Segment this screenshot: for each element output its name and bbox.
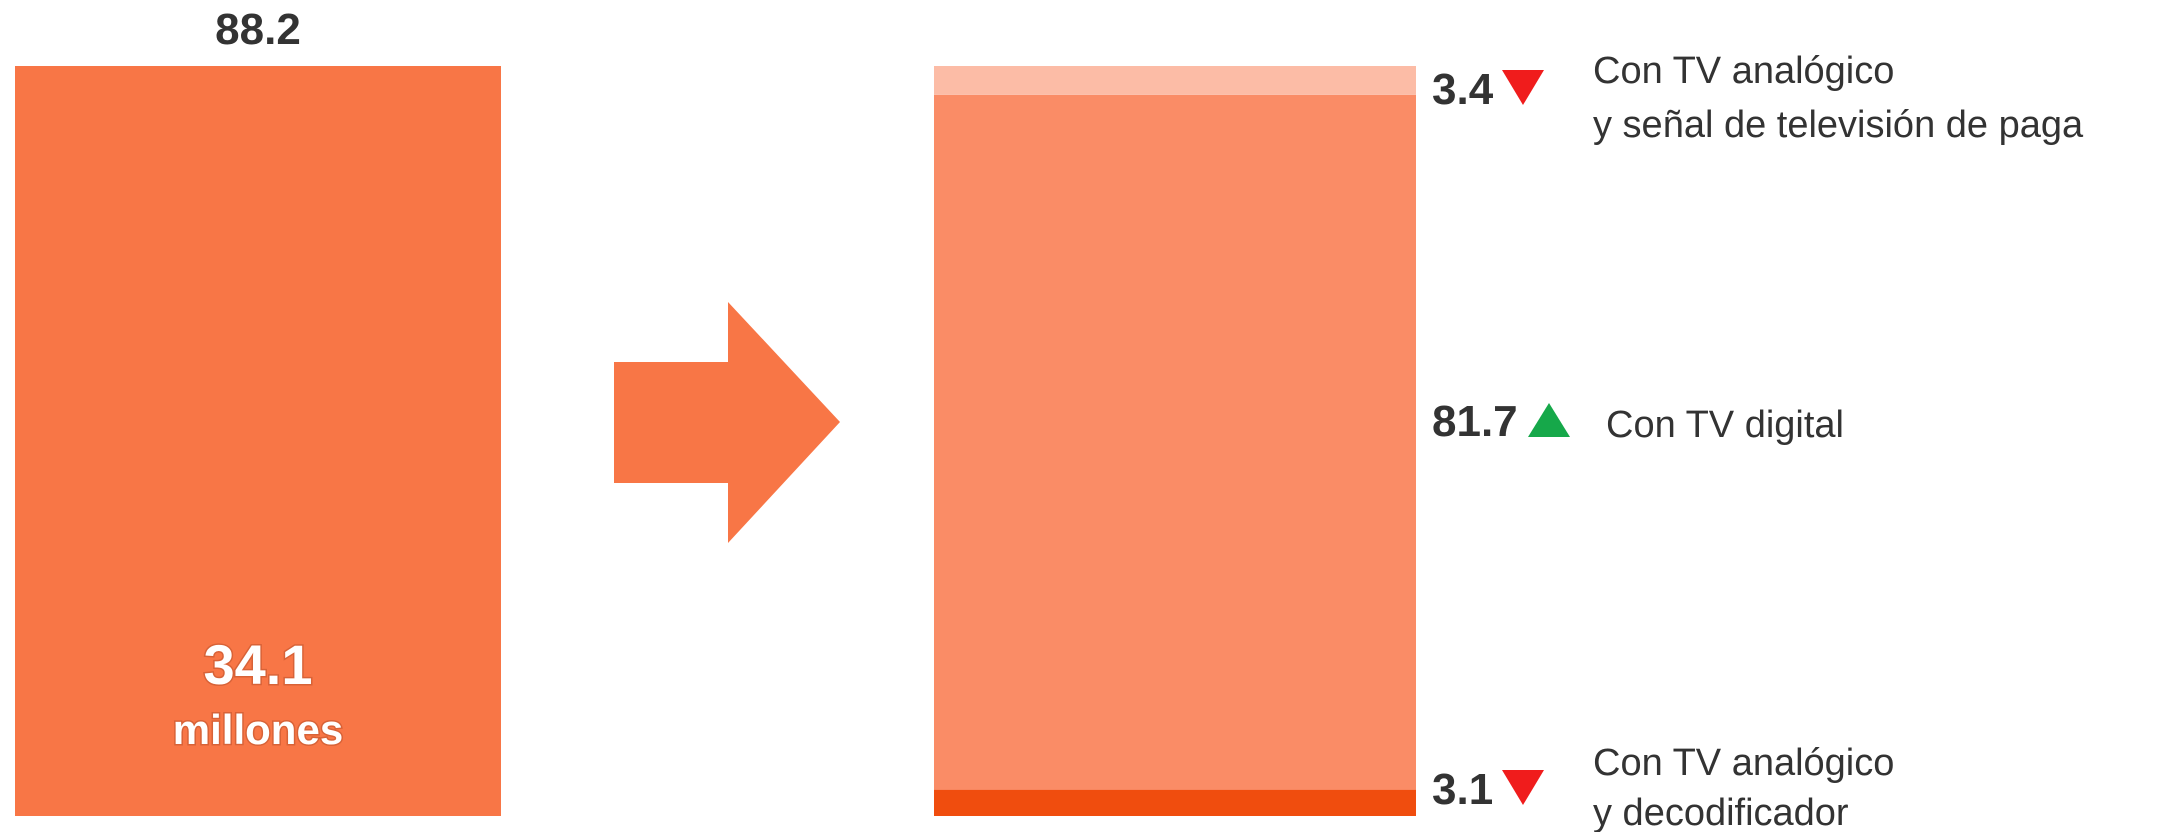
segment-category-label: Con TV digital <box>1606 404 1844 446</box>
total-inner-value-label: 34.1 <box>204 633 313 696</box>
trend-down-icon <box>1502 770 1544 805</box>
stacked-bar: 3.1 Con TV analógico y decodificador 81.7 Co… <box>934 50 2084 832</box>
segment-category-label: Con TV analógico <box>1593 50 1894 92</box>
trend-down-icon <box>1502 70 1544 105</box>
total-inner-unit-label: millones <box>173 706 343 753</box>
flow-arrow <box>614 302 840 543</box>
segment-category-label: Con TV analógico <box>1593 742 1894 784</box>
segment-bar <box>934 94 1416 790</box>
trend-up-icon <box>1528 403 1570 437</box>
segment-value-label: 3.1 <box>1432 765 1493 814</box>
segment-bar <box>934 789 1416 816</box>
total-bar <box>15 66 501 816</box>
segment-value-label: 3.4 <box>1432 65 1494 114</box>
segment-category-label: y señal de televisión de paga <box>1593 104 2084 146</box>
total-value-label: 88.2 <box>215 5 301 54</box>
segment-bar <box>934 66 1416 95</box>
segment-category-label: y decodificador <box>1593 792 1849 832</box>
segment-value-label: 81.7 <box>1432 397 1518 446</box>
